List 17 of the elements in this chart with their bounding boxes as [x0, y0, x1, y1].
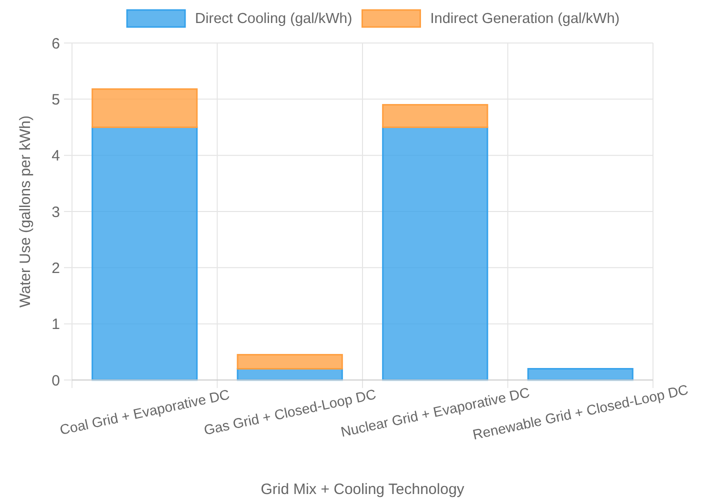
- y-axis-title: Water Use (gallons per kWh): [17, 116, 34, 308]
- bar: [527, 368, 634, 381]
- y-tick-label: 1: [52, 316, 60, 334]
- y-tick-label: 5: [52, 91, 60, 108]
- bar: [92, 126, 198, 381]
- y-tick-label: 3: [52, 204, 60, 221]
- y-tick-label: 6: [52, 35, 60, 52]
- y-tick-label: 2: [52, 260, 60, 277]
- bar: [382, 104, 488, 128]
- bar: [382, 126, 488, 381]
- y-tick-label: 4: [52, 148, 60, 165]
- bar: [236, 354, 343, 370]
- bar: [92, 88, 198, 128]
- y-tick-label: 0: [52, 372, 60, 390]
- legend-label: Indirect Generation (gal/kWh): [430, 11, 620, 27]
- legend-label: Direct Cooling (gal/kWh): [195, 11, 352, 27]
- x-axis-title: Grid Mix + Cooling Technology: [260, 481, 465, 498]
